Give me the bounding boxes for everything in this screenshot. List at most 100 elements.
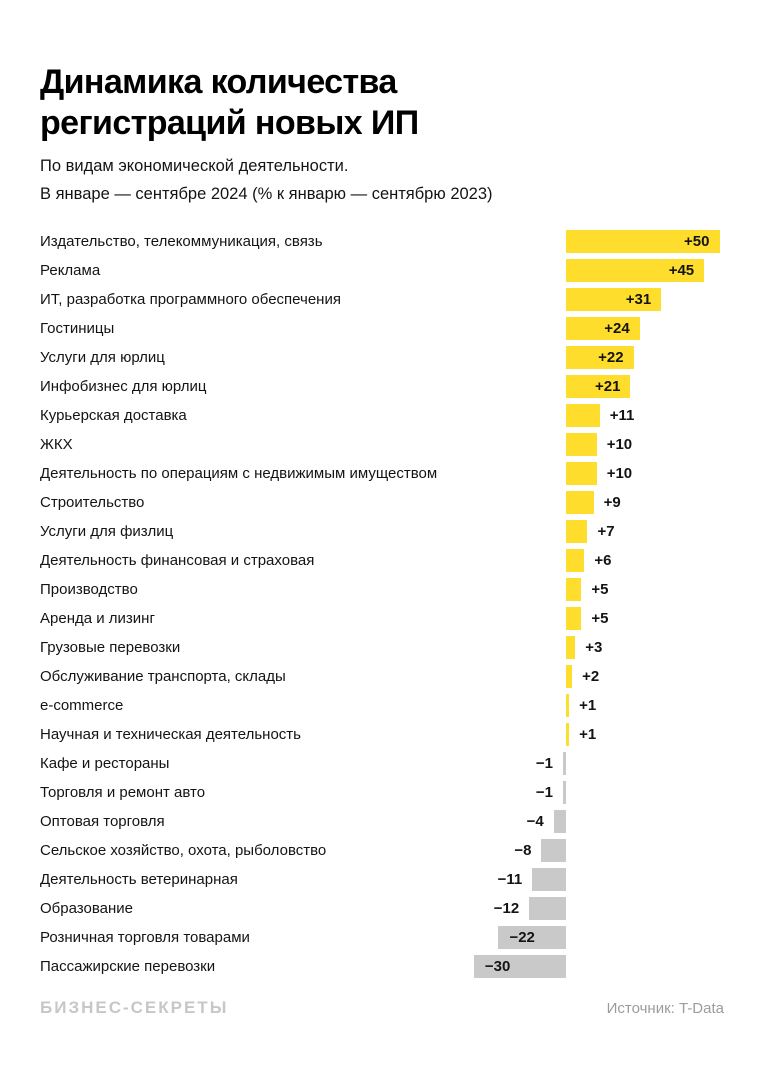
bar-negative: [553, 810, 566, 833]
title-line-2: регистраций новых ИП: [40, 104, 419, 142]
chart-row: Издательство, телекоммуникация, связь +50: [40, 227, 724, 256]
value-label: +6: [594, 552, 612, 569]
category-label: Кафе и рестораны: [40, 755, 170, 772]
source-credit: Источник: T-Data: [606, 1000, 724, 1017]
category-label: Пассажирские перевозки: [40, 958, 216, 975]
subtitle-line-2: В январе — сентябре 2024 (% к январю — с…: [40, 185, 493, 203]
bar-positive: [566, 317, 640, 340]
value-label: −8: [514, 842, 532, 859]
chart-row: Деятельность по операциям с недвижимым и…: [40, 459, 724, 488]
bar-positive: [566, 694, 570, 717]
chart-row: Сельское хозяйство, охота, рыболовство −8: [40, 836, 724, 865]
bar-positive: [566, 462, 597, 485]
bar-positive: [566, 259, 705, 282]
bar-negative: [529, 897, 566, 920]
category-label: Инфобизнес для юрлиц: [40, 378, 207, 395]
page-title: Динамика количества регистраций новых ИП: [40, 62, 419, 144]
bar-negative: [541, 839, 566, 862]
chart-row: Аренда и лизинг +5: [40, 604, 724, 633]
category-label: Сельское хозяйство, охота, рыболовство: [40, 842, 327, 859]
bar-positive: [566, 288, 662, 311]
category-label: Деятельность финансовая и страховая: [40, 552, 315, 569]
value-label: +24: [604, 320, 630, 337]
chart-row: Услуги для физлиц +7: [40, 517, 724, 546]
value-label: +45: [668, 262, 695, 279]
value-label: +9: [603, 494, 621, 511]
value-label: −11: [497, 871, 523, 888]
category-label: Образование: [40, 900, 133, 917]
value-label: +31: [625, 291, 652, 308]
chart-row: Услуги для юрлиц +22: [40, 343, 724, 372]
value-label: +21: [595, 378, 621, 395]
chart-row: ИТ, разработка программного обеспечения +…: [40, 285, 724, 314]
bar-negative: [473, 955, 566, 978]
category-label: Оптовая торговля: [40, 813, 165, 830]
category-label: Строительство: [40, 494, 145, 511]
bar-positive: [566, 375, 631, 398]
category-label: Производство: [40, 581, 138, 598]
value-label: +7: [597, 523, 615, 540]
bar-positive: [566, 607, 582, 630]
value-label: +11: [609, 407, 635, 424]
chart-row: Научная и техническая деятельность +1: [40, 720, 724, 749]
footer: БИЗНЕС-СЕКРЕТЫ Источник: T-Data: [40, 998, 724, 1018]
value-label: +3: [585, 639, 603, 656]
bar-positive: [566, 230, 720, 253]
value-label: +5: [591, 581, 609, 598]
value-label: +5: [591, 610, 609, 627]
bar-negative: [562, 752, 566, 775]
category-label: Деятельность по операциям с недвижимым и…: [40, 465, 438, 482]
chart-row: Строительство +9: [40, 488, 724, 517]
title-line-1: Динамика количества: [40, 63, 397, 101]
chart-row: e-commerce +1: [40, 691, 724, 720]
chart-row: Оптовая торговля −4: [40, 807, 724, 836]
chart-row: Курьерская доставка +11: [40, 401, 724, 430]
chart-row: Инфобизнес для юрлиц +21: [40, 372, 724, 401]
chart-row: Образование −12: [40, 894, 724, 923]
value-label: −1: [535, 755, 553, 772]
chart-row: Торговля и ремонт авто −1: [40, 778, 724, 807]
category-label: ЖКХ: [40, 436, 73, 453]
chart-row: Деятельность финансовая и страховая +6: [40, 546, 724, 575]
value-label: +50: [684, 233, 710, 250]
bar-positive: [566, 491, 594, 514]
subtitle-line-1: По видам экономической деятельности.: [40, 157, 349, 175]
category-label: Розничная торговля товарами: [40, 929, 250, 946]
value-label: +2: [582, 668, 600, 685]
category-label: Деятельность ветеринарная: [40, 871, 238, 888]
category-label: Реклама: [40, 262, 101, 279]
bar-positive: [566, 549, 585, 572]
category-label: Обслуживание транспорта, склады: [40, 668, 286, 685]
category-label: ИТ, разработка программного обеспечения: [40, 291, 341, 308]
bar-negative: [532, 868, 566, 891]
category-label: Аренда и лизинг: [40, 610, 155, 627]
chart-row: Грузовые перевозки +3: [40, 633, 724, 662]
bar-positive: [566, 433, 597, 456]
bar-positive: [566, 346, 634, 369]
value-label: −12: [493, 900, 520, 917]
value-label: +22: [598, 349, 624, 366]
category-label: Курьерская доставка: [40, 407, 187, 424]
chart-row: Розничная торговля товарами −22: [40, 923, 724, 952]
value-label: −1: [535, 784, 553, 801]
chart-rows: Издательство, телекоммуникация, связь +50…: [40, 227, 724, 981]
value-label: +10: [606, 465, 633, 482]
value-label: −4: [526, 813, 544, 830]
bar-positive: [566, 404, 600, 427]
bar-positive: [566, 520, 588, 543]
category-label: Услуги для физлиц: [40, 523, 174, 540]
bar-negative: [498, 926, 566, 949]
chart-row: Кафе и рестораны −1: [40, 749, 724, 778]
category-label: Услуги для юрлиц: [40, 349, 165, 366]
bar-positive: [566, 578, 582, 601]
value-label: −30: [484, 958, 511, 975]
category-label: Грузовые перевозки: [40, 639, 181, 656]
category-label: Издательство, телекоммуникация, связь: [40, 233, 323, 250]
chart-row: Реклама +45: [40, 256, 724, 285]
category-label: Гостиницы: [40, 320, 115, 337]
value-label: −22: [509, 929, 535, 946]
chart-row: Пассажирские перевозки −30: [40, 952, 724, 981]
brand-logo: БИЗНЕС-СЕКРЕТЫ: [40, 998, 229, 1017]
chart-row: Гостиницы +24: [40, 314, 724, 343]
